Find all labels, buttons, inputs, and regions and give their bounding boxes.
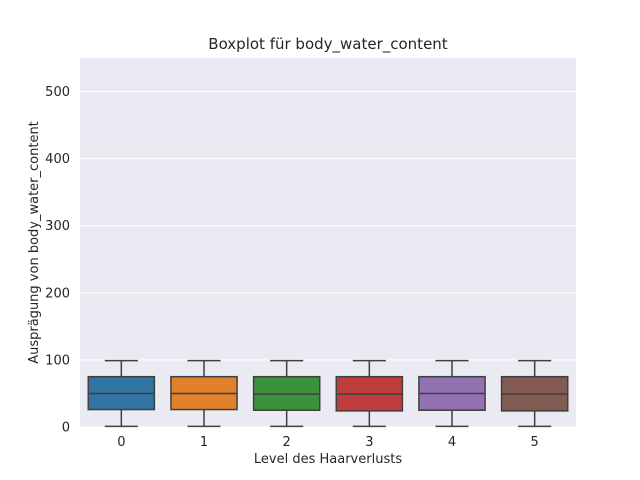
x-tick-labels: 0 1 2 3 4 5 (117, 435, 539, 450)
box-1 (170, 359, 238, 428)
box-0 (87, 359, 156, 428)
plot-background (80, 58, 576, 427)
y-tick-label: 400 (45, 152, 70, 167)
box-2 (252, 359, 321, 428)
x-tick-label: 5 (531, 435, 539, 450)
x-tick-label: 3 (365, 435, 373, 450)
box-3 (335, 359, 404, 428)
x-axis-label: Level des Haarverlusts (254, 452, 402, 467)
chart-title: Boxplot für body_water_content (208, 35, 448, 54)
y-tick-label: 300 (45, 219, 70, 234)
y-tick-label: 200 (45, 286, 70, 301)
y-axis-label: Ausprägung von body_water_content (27, 121, 42, 364)
y-tick-labels: 0 100 200 300 400 500 (45, 85, 70, 435)
box-series (87, 359, 569, 428)
x-tick-label: 2 (283, 435, 291, 450)
y-tick-label: 100 (45, 353, 70, 368)
box-5 (500, 359, 569, 428)
x-tick-label: 0 (117, 435, 125, 450)
y-tick-label: 500 (45, 85, 70, 100)
y-tick-label: 0 (62, 421, 70, 436)
x-tick-label: 1 (200, 435, 208, 450)
grid-lines (80, 91, 576, 428)
box-4 (418, 359, 486, 428)
x-tick-label: 4 (448, 435, 456, 450)
